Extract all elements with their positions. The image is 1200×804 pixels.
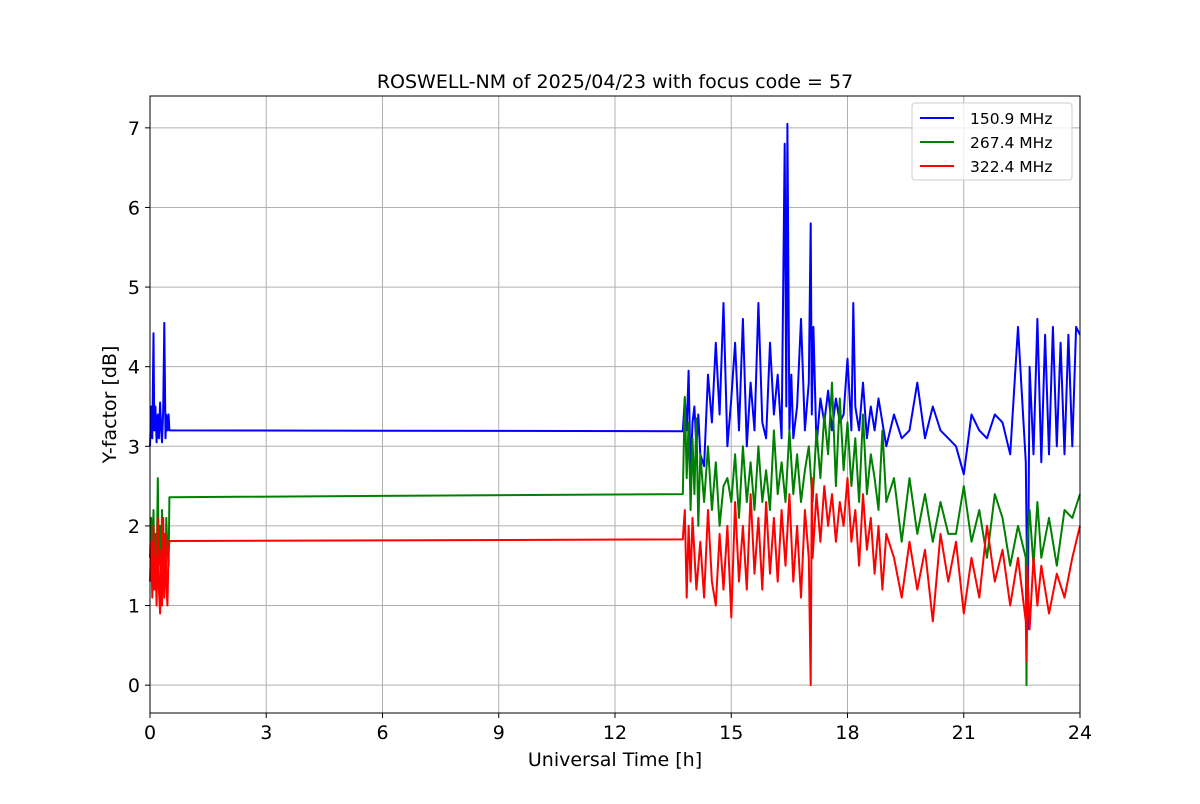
y-tick-label: 6 [128, 197, 140, 219]
legend-label-2: 322.4 MHz [970, 158, 1052, 176]
x-tick-label: 0 [144, 722, 156, 744]
legend: 150.9 MHz 267.4 MHz 322.4 MHz [911, 102, 1073, 181]
legend-box [911, 102, 1073, 181]
y-tick-label: 7 [128, 118, 140, 140]
x-tick-label: 3 [260, 722, 272, 744]
y-tick-label: 3 [128, 436, 140, 458]
chart-title: ROSWELL-NM of 2025/04/23 with focus code… [377, 71, 853, 93]
y-axis-ticks: 0 1 2 3 4 5 6 7 [128, 118, 150, 697]
series-line-0 [149, 122, 1081, 631]
y-tick-label: 4 [128, 357, 140, 379]
series-line-2 [149, 477, 1081, 687]
y-tick-label: 0 [128, 675, 140, 697]
legend-entries: 150.9 MHz 267.4 MHz 322.4 MHz [920, 110, 1052, 176]
legend-label-1: 267.4 MHz [970, 134, 1052, 152]
x-tick-label: 18 [835, 722, 859, 744]
series-line-1 [149, 381, 1081, 687]
legend-label-0: 150.9 MHz [970, 110, 1052, 128]
y-tick-label: 1 [128, 596, 140, 618]
y-tick-label: 5 [128, 277, 140, 299]
x-tick-label: 24 [1068, 722, 1092, 744]
x-tick-label: 9 [493, 722, 505, 744]
x-tick-label: 6 [376, 722, 388, 744]
x-axis-label: Universal Time [h] [528, 749, 702, 771]
x-tick-label: 12 [603, 722, 627, 744]
y-tick-label: 2 [128, 516, 140, 538]
x-tick-label: 21 [952, 722, 976, 744]
y-axis-label: Y-factor [dB] [99, 346, 121, 465]
x-tick-label: 15 [719, 722, 743, 744]
series-lines [149, 122, 1081, 687]
x-axis-ticks: 0 3 6 9 12 15 18 21 24 [144, 713, 1092, 744]
